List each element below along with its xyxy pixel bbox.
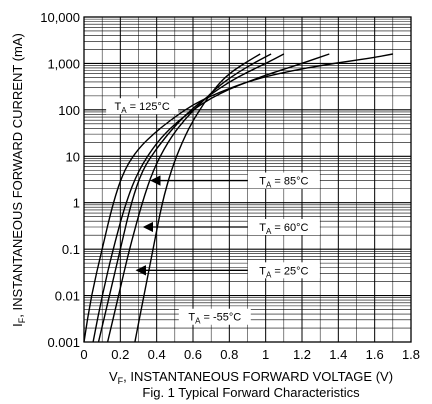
annotations: TA = 125°C TA = 85°C TA = 60°C TA = 25°C TA …: [106, 98, 320, 326]
y-tick-label: 1,000: [47, 56, 80, 71]
x-tick-label: 0: [80, 347, 87, 362]
annotation-background: [178, 308, 251, 325]
x-tick-label: 1.2: [293, 347, 311, 362]
series-annotation-label: TA = 85°C: [259, 176, 308, 190]
x-tick-label: 0.8: [220, 347, 238, 362]
series-line-0: [83, 53, 393, 343]
tick-labels: 0 0.2 0.4 0.6 0.8 1 1.2 1.4 1.6 1.8 0.001 0.01 0.1 1 1…: [40, 10, 420, 362]
figure-caption: Fig. 1 Typical Forward Characteristics: [142, 385, 360, 400]
x-tick-label: 1: [262, 347, 269, 362]
y-tick-label: 10: [66, 149, 80, 164]
x-tick-label: 1.4: [329, 347, 347, 362]
grid: [83, 17, 412, 343]
x-axis-title: VF, INSTANTANEOUS FORWARD VOLTAGE (V): [109, 369, 393, 386]
series-annotation-label: TA = 60°C: [259, 222, 308, 236]
y-tick-label: 0.1: [62, 242, 80, 257]
y-axis-title: IF, INSTANTANEOUS FORWARD CURRENT (mA): [10, 33, 27, 327]
annotation-background: [247, 262, 320, 279]
x-tick-label: 1.8: [402, 347, 420, 362]
plot-frame: [83, 16, 412, 343]
annotation-background: [247, 172, 320, 189]
series-annotation-label: TA = -55°C: [188, 312, 241, 326]
series-line-2: [97, 53, 285, 343]
annotation-background: [106, 98, 179, 115]
series-annotation-label: TA = 125°C: [114, 101, 169, 115]
series-lines: [83, 53, 393, 343]
series-line-3: [106, 53, 272, 343]
x-tick-label: 1.6: [366, 347, 384, 362]
y-tick-label: 100: [58, 103, 80, 118]
y-tick-label: 0.001: [47, 335, 80, 350]
y-tick-label: 10,000: [40, 10, 80, 25]
y-tick-label: 1: [73, 196, 80, 211]
y-tick-label: 0.01: [55, 289, 80, 304]
annotation-background: [247, 218, 320, 235]
x-tick-label: 0.4: [148, 347, 166, 362]
x-tick-label: 0.6: [184, 347, 202, 362]
x-tick-label: 0.2: [111, 347, 129, 362]
series-annotation-label: TA = 25°C: [259, 265, 308, 279]
series-line-4: [134, 53, 261, 343]
